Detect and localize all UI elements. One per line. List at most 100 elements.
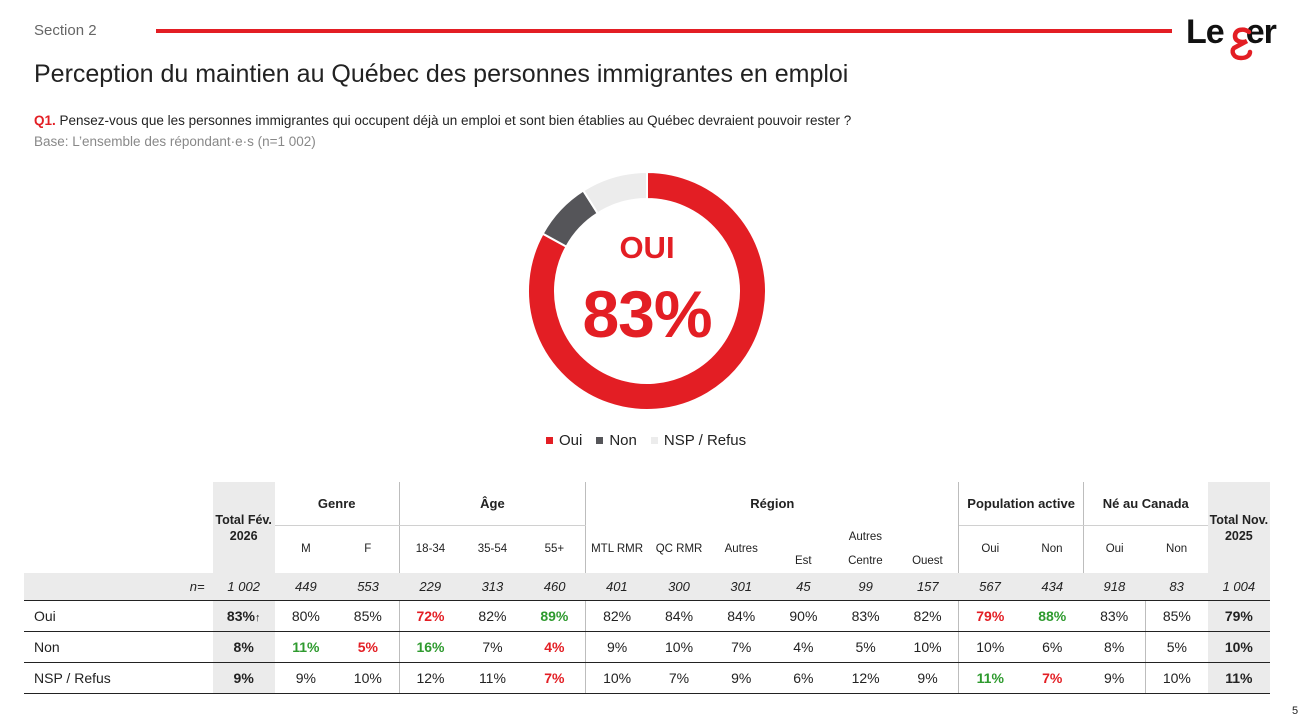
sub-ouest: Ouest — [912, 555, 943, 567]
table-row: NSP / Refus 9% 9% 10% 12% 11% 7% 10% 7% 9% 6% 12% 9%… — [24, 662, 1270, 694]
cell-value: 10% — [896, 631, 960, 663]
sub-ne-oui: Oui — [1105, 543, 1124, 556]
sub-centre: Centre — [848, 555, 883, 567]
total-nov-value: 79% — [1207, 600, 1270, 632]
cell-value: 7% — [647, 662, 711, 694]
cell-value: 10% — [647, 631, 711, 663]
cell-value: 6% — [1021, 631, 1084, 663]
n-value: 99 — [834, 573, 897, 601]
donut-center-value: 83% — [582, 277, 712, 351]
cell-value: 83% — [834, 600, 897, 632]
donut-chart: OUI 83% — [526, 170, 768, 412]
legend-label: Oui — [559, 431, 583, 449]
cell-value: 82% — [896, 600, 960, 632]
base-text: Base: L’ensemble des répondant·e·s (n=1 … — [34, 134, 316, 149]
group-age: Âge — [399, 482, 587, 526]
cell-value: 12% — [399, 662, 462, 694]
cell-value: 9% — [896, 662, 960, 694]
cell-value: 11% — [958, 662, 1022, 694]
question-body: Pensez-vous que les personnes immigrante… — [55, 113, 852, 128]
cell-value: 4% — [523, 631, 587, 663]
up-arrow-icon: ↑ — [254, 611, 261, 624]
n-value: 301 — [710, 573, 773, 601]
group-genre: Genre — [274, 482, 400, 526]
legend-label: Non — [609, 431, 637, 449]
n-value: 300 — [647, 573, 711, 601]
legend-swatch-nsp — [650, 436, 658, 444]
n-value: 567 — [958, 573, 1022, 601]
sub-autres-region-label: Autres — [848, 531, 882, 543]
cell-value: 9% — [585, 631, 648, 663]
cell-value: 88% — [1021, 600, 1084, 632]
n-value: 553 — [336, 573, 400, 601]
row-label: Oui — [24, 600, 213, 632]
cell-value: 80% — [274, 600, 337, 632]
cell-value: 84% — [647, 600, 711, 632]
group-region: Région — [585, 482, 960, 525]
cell-value: 10% — [336, 662, 400, 694]
donut-center-label: OUI — [619, 230, 675, 265]
n-value: 229 — [399, 573, 462, 601]
cell-value: 16% — [399, 631, 462, 663]
cell-value: 82% — [461, 600, 524, 632]
table-row: Oui 83%↑ 80% 85% 72% 82% 89% 82% 84% 84% 90% 83% 82%… — [24, 600, 1270, 632]
total-nov-value: 11% — [1207, 662, 1270, 694]
cell-value: 84% — [710, 600, 773, 632]
total-value-text: 83% — [226, 607, 255, 624]
legend-swatch-oui — [546, 436, 553, 444]
cell-value: 12% — [834, 662, 897, 694]
legend-item-oui: Oui — [546, 432, 582, 449]
cell-value: 79% — [958, 600, 1022, 632]
sub-18-34: 18-34 — [415, 543, 446, 556]
cell-value: 7% — [1021, 662, 1084, 694]
legend-item-non: Non — [596, 432, 637, 449]
cell-value: 7% — [523, 662, 587, 694]
cell-value: 10% — [585, 662, 648, 694]
n-value: 918 — [1083, 573, 1146, 601]
sub-autres: Autres — [724, 543, 758, 555]
cell-value: 4% — [772, 631, 835, 663]
sub-f: F — [336, 525, 400, 573]
cell-value: 11% — [274, 631, 337, 663]
n-value: 449 — [274, 573, 337, 601]
n-row: n= 1 002 449 553 229 313 460 401 300 301 45 99 157 5… — [24, 573, 1270, 601]
question-number: Q1. — [34, 113, 56, 128]
cell-value: 90% — [772, 600, 835, 632]
table-row: Non 8% 11% 5% 16% 7% 4% 9% 10% 7% 4% 5% 10% 10% 6% 8% 5%… — [24, 631, 1270, 663]
sub-header-row: M F 18-34 35-54 55+ MTL RMR QC RMR Autre… — [24, 525, 1270, 573]
sub-35-54: 35-54 — [477, 543, 508, 556]
cell-value: 10% — [958, 631, 1022, 663]
legend-label: NSP / Refus — [663, 431, 747, 449]
n-value: 434 — [1021, 573, 1084, 601]
cell-value: 11% — [461, 662, 524, 694]
page-title: Perception du maintien au Québec des per… — [34, 60, 849, 88]
question-text: Q1. Pensez-vous que les personnes immigr… — [34, 113, 851, 128]
cell-value: 72% — [399, 600, 462, 632]
sub-55plus: 55+ — [523, 525, 587, 573]
sub-m: M — [301, 543, 311, 556]
total-feb-value: 9% — [212, 662, 275, 694]
total-feb-header: Total Fév. 2026 — [212, 482, 275, 573]
total-nov-header: Total Nov. 2025 — [1207, 482, 1270, 573]
crosstab-table: Total Fév. 2026 Genre Âge Région Populat… — [24, 482, 1270, 694]
sub-ne-non: Non — [1166, 543, 1188, 556]
cell-value: 7% — [710, 631, 773, 663]
row-label: Non — [24, 631, 213, 663]
n-value: 1 004 — [1207, 573, 1270, 601]
section-label: Section 2 — [34, 22, 97, 39]
donut-svg — [527, 170, 767, 411]
total-feb-value: 83%↑ — [212, 600, 275, 632]
legend-swatch-non — [596, 436, 604, 444]
donut-slice-nsp — [581, 170, 648, 215]
n-value: 83 — [1145, 573, 1208, 601]
total-feb-label: Total Fév. 2026 — [215, 512, 272, 543]
group-ne: Né au Canada — [1083, 482, 1208, 526]
total-nov-value: 10% — [1207, 631, 1270, 663]
total-feb-value: 8% — [212, 631, 275, 663]
n-value: 401 — [585, 573, 648, 601]
cell-value: 5% — [336, 631, 400, 663]
cell-value: 9% — [274, 662, 337, 694]
donut-slice-oui — [527, 170, 767, 411]
cell-value: 8% — [1083, 631, 1147, 663]
cell-value: 9% — [1083, 662, 1147, 694]
